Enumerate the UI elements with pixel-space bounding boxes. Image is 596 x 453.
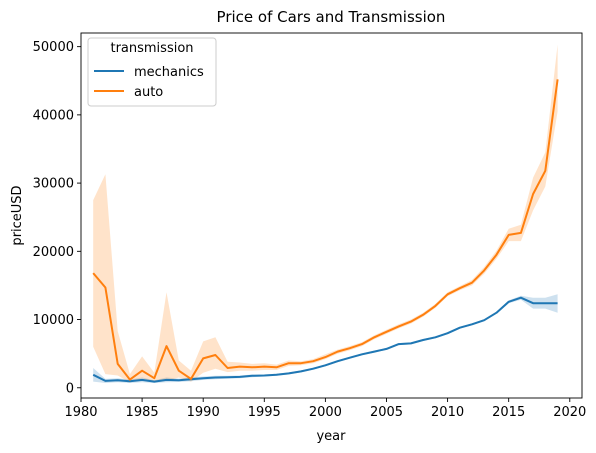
y-tick-label: 10000 <box>33 313 74 328</box>
x-tick-label: 2005 <box>370 405 403 420</box>
x-tick-label: 1990 <box>187 405 220 420</box>
x-axis: 1980 1985 1990 1995 2000 2005 2010 2015 2020 <box>64 398 586 420</box>
y-axis-label: priceUSD <box>10 185 25 245</box>
legend-label-auto: auto <box>134 85 163 100</box>
x-tick-label: 1985 <box>126 405 159 420</box>
plot-frame <box>80 32 583 399</box>
x-tick-label: 1980 <box>64 405 97 420</box>
legend-label-mechanics: mechanics <box>134 65 204 80</box>
legend: transmission mechanics auto <box>87 37 217 107</box>
series-lines <box>92 79 559 383</box>
x-axis-label: year <box>316 429 346 444</box>
y-tick-label: 20000 <box>33 245 74 260</box>
x-tick-label: 2015 <box>492 405 525 420</box>
series-line-mechanics <box>92 296 558 383</box>
y-tick-label: 40000 <box>33 108 74 123</box>
x-tick-label: 2010 <box>431 405 464 420</box>
y-tick-label: 0 <box>66 381 74 396</box>
y-tick-label: 30000 <box>33 177 74 192</box>
y-axis: 0 10000 20000 30000 40000 50000 <box>33 40 81 396</box>
chart-title: Price of Cars and Transmission <box>217 8 446 26</box>
series-line-auto <box>92 79 559 381</box>
y-tick-label: 50000 <box>33 40 74 55</box>
legend-title: transmission <box>110 41 193 56</box>
legend-box <box>87 37 217 107</box>
x-tick-label: 2000 <box>309 405 342 420</box>
x-tick-label: 1995 <box>248 405 281 420</box>
x-tick-label: 2020 <box>553 405 586 420</box>
